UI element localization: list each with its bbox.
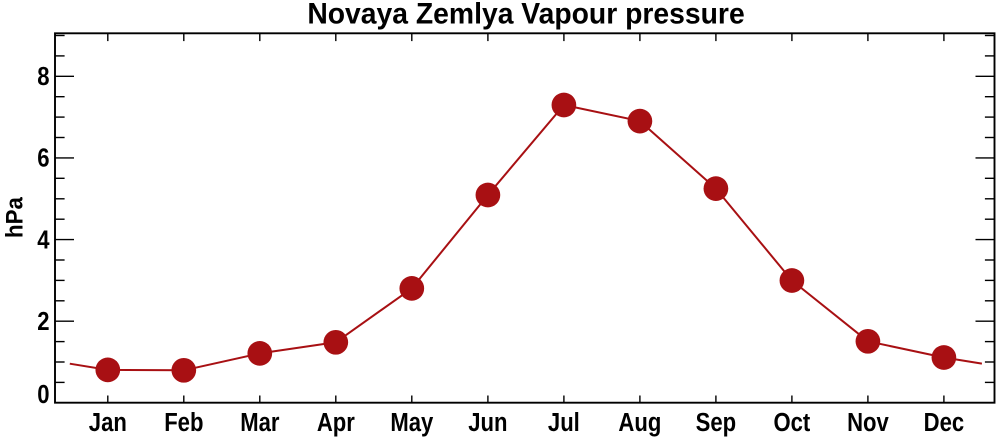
svg-text:Feb: Feb <box>164 408 203 437</box>
svg-text:Sep: Sep <box>696 408 736 437</box>
svg-text:May: May <box>390 408 433 437</box>
svg-text:Jul: Jul <box>548 408 580 437</box>
svg-text:Jun: Jun <box>468 408 507 437</box>
svg-text:Aug: Aug <box>618 408 661 437</box>
svg-text:Mar: Mar <box>240 408 280 437</box>
svg-text:Jan: Jan <box>89 408 127 437</box>
svg-text:2: 2 <box>37 307 49 336</box>
svg-text:6: 6 <box>37 144 49 173</box>
svg-text:Apr: Apr <box>317 408 356 437</box>
svg-text:hPa: hPa <box>0 196 27 238</box>
svg-text:Nov: Nov <box>847 408 889 437</box>
svg-text:Oct: Oct <box>774 408 811 437</box>
svg-text:4: 4 <box>37 226 50 255</box>
svg-text:Novaya Zemlya Vapour pressure: Novaya Zemlya Vapour pressure <box>307 0 744 31</box>
svg-text:Dec: Dec <box>924 408 964 437</box>
svg-text:8: 8 <box>37 62 49 91</box>
svg-text:0: 0 <box>37 380 49 409</box>
